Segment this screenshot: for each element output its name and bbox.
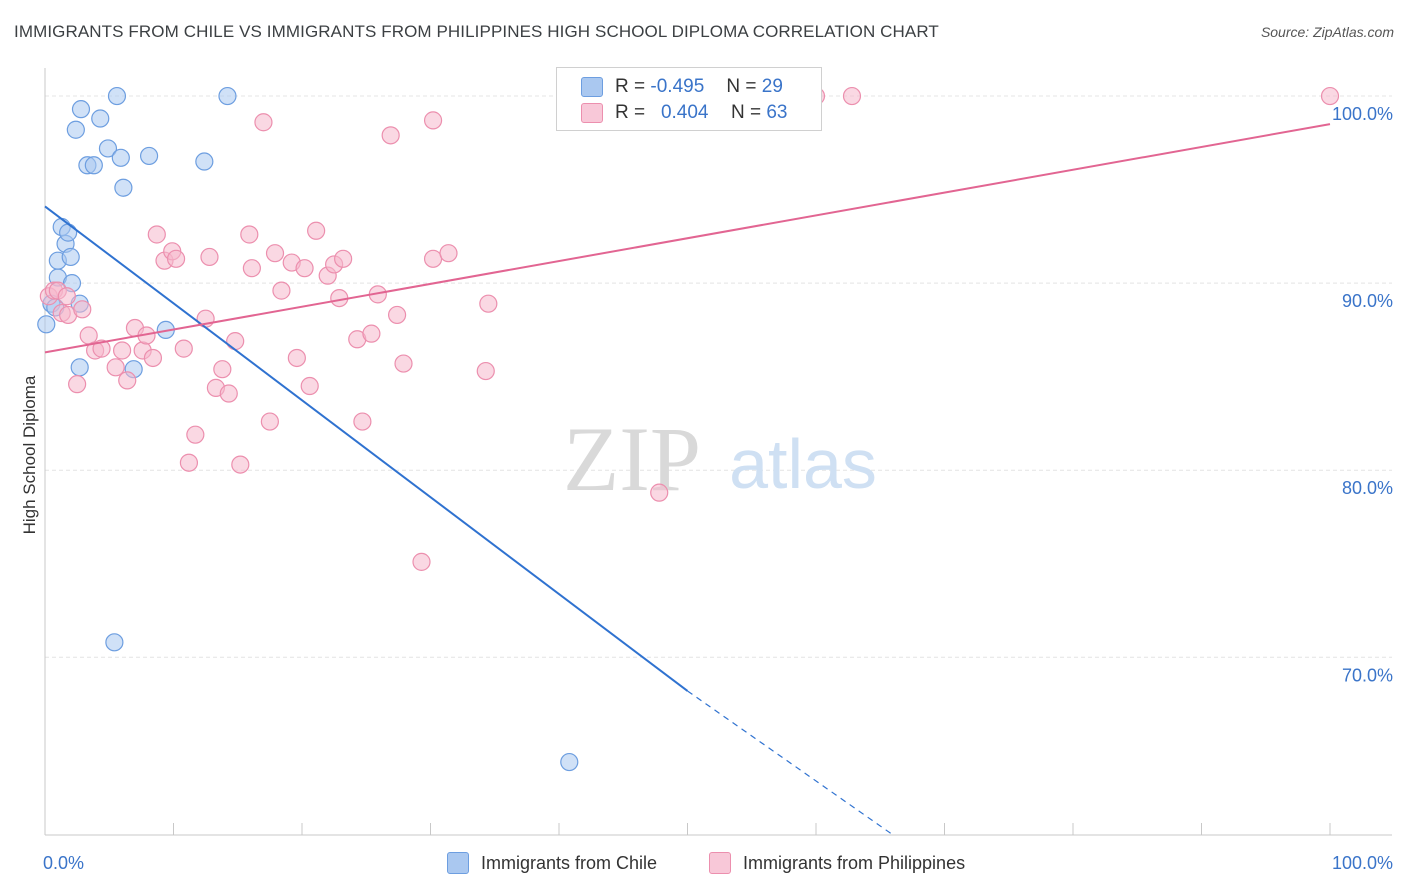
philippines-point [307, 221, 326, 240]
chile-point [98, 139, 118, 158]
chile-point [218, 86, 237, 106]
philippines-point [353, 412, 372, 431]
philippines-point [650, 483, 669, 502]
philippines-point [57, 287, 76, 306]
philippines-point [381, 126, 400, 145]
philippines-point [174, 339, 193, 358]
legend-r-value-philippines: 0.404 [660, 102, 709, 123]
philippines-point [423, 111, 443, 130]
bottom-legend-swatch-philippines [709, 852, 731, 874]
bottom-legend-philippines: Immigrants from Philippines [709, 852, 965, 874]
legend-n-label: N = [730, 102, 762, 123]
philippines-point [226, 332, 245, 351]
legend-r-label: R = [615, 76, 646, 97]
legend-n-value-chile: 29 [761, 76, 783, 97]
philippines-point [112, 341, 132, 360]
philippines-point [179, 453, 199, 472]
philippines-point [362, 324, 381, 343]
philippines-point [240, 225, 259, 244]
philippines-point [300, 376, 319, 396]
chile-point [59, 223, 78, 242]
philippines-point [231, 455, 250, 474]
y-tick-label: 100.0% [1332, 104, 1393, 124]
watermark-atlas: atlas [729, 425, 877, 503]
bottom-legend-swatch-chile [447, 852, 469, 874]
legend-n-label: N = [726, 76, 757, 97]
source-label: Source: ZipAtlas.com [1260, 24, 1394, 40]
philippines-point [272, 281, 291, 300]
philippines-point [439, 244, 458, 263]
chile-point [105, 633, 124, 652]
axes: 70.0% 80.0% 90.0% 100.0% 0.0% 100.0% [43, 68, 1393, 873]
philippines-point [265, 244, 285, 263]
chile-point [71, 100, 91, 119]
chile-point [107, 86, 127, 106]
philippines-point [1320, 86, 1340, 106]
legend-n-value-philippines: 63 [766, 102, 788, 123]
chile-point [195, 152, 214, 171]
philippines-point [260, 412, 279, 431]
chile-point [61, 247, 80, 267]
philippines-point [387, 305, 407, 325]
philippines-point [242, 259, 261, 278]
y-tick-label: 80.0% [1342, 478, 1393, 498]
correlation-legend: R = -0.495 N = 29 R = 0.404 N = 63 [556, 67, 822, 131]
chile-point [111, 148, 130, 167]
bottom-legend-label-chile: Immigrants from Chile [481, 852, 658, 873]
y-tick-label: 90.0% [1342, 291, 1393, 311]
philippines-point [147, 225, 166, 244]
philippines-point [295, 259, 314, 278]
watermark: ZIP atlas [563, 408, 877, 510]
chile-point [114, 178, 133, 197]
chile-point [560, 752, 579, 772]
philippines-trend-line [44, 123, 1331, 354]
legend-swatch-philippines [581, 103, 603, 123]
philippines-point [106, 358, 125, 377]
legend-row-chile: R = -0.495 N = 29 [581, 75, 783, 99]
chile-point [91, 109, 110, 128]
philippines-point [166, 249, 186, 268]
philippines-point [213, 360, 232, 379]
philippines-point [334, 249, 353, 268]
legend-r-label: R = [615, 102, 646, 123]
bottom-legend-chile: Immigrants from Chile [447, 852, 657, 874]
chile-point [37, 315, 56, 334]
philippines-point [118, 371, 137, 390]
philippines-point [200, 247, 219, 267]
philippines-point [254, 113, 273, 132]
gridlines [45, 95, 1392, 658]
philippines-point [412, 552, 431, 571]
legend-r-value-chile: -0.495 [650, 76, 705, 97]
philippines-point [287, 348, 306, 368]
legend-swatch-chile [581, 77, 603, 97]
watermark-zip: ZIP [563, 408, 701, 510]
chile-point [84, 156, 103, 175]
legend-row-philippines: R = 0.404 N = 63 [581, 101, 787, 125]
chile-trend-line [44, 205, 689, 692]
bottom-legend-label-philippines: Immigrants from Philippines [743, 852, 966, 873]
y-axis-label: High School Diploma [20, 375, 39, 534]
philippines-point [143, 348, 163, 368]
philippines-point [423, 249, 443, 268]
philippines-point [479, 294, 498, 313]
x-tick-label-min: 0.0% [43, 853, 84, 873]
trend-lines [44, 123, 1331, 836]
philippines-point [842, 86, 862, 106]
philippines-point [186, 425, 205, 444]
y-tick-label: 70.0% [1342, 665, 1393, 685]
philippines-point [73, 300, 92, 319]
philippines-point [476, 361, 495, 381]
chile-point [139, 146, 159, 166]
chile-point [66, 120, 85, 139]
chart-title: IMMIGRANTS FROM CHILE VS IMMIGRANTS FROM… [14, 22, 939, 41]
x-tick-label-max: 100.0% [1332, 853, 1393, 873]
philippines-point [219, 384, 238, 403]
philippines-point [394, 354, 413, 373]
chile-point [70, 358, 89, 377]
philippines-point [92, 339, 111, 358]
philippines-point [68, 375, 87, 394]
chile-trend-line-extension [687, 690, 894, 836]
